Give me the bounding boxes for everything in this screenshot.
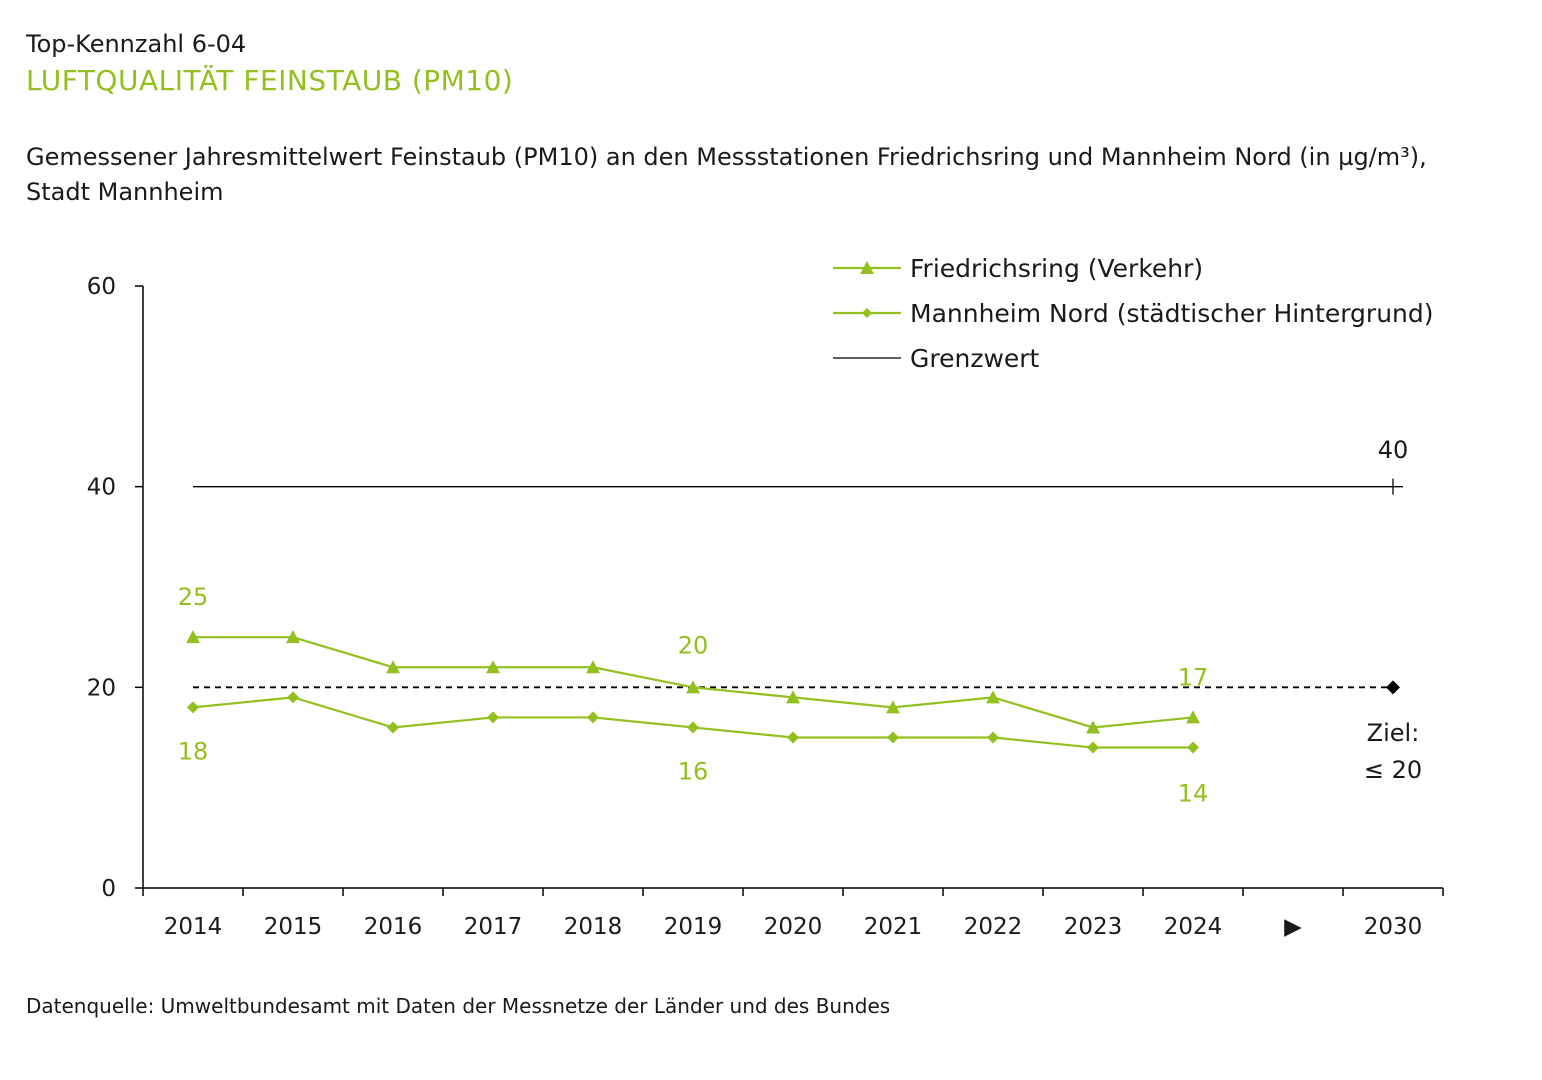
kennzahl-label: Top-Kennzahl 6-04 [26, 30, 247, 58]
data-labels: 25 20 17 18 16 14 [178, 583, 1209, 807]
x-tick-label: 2024 [1164, 914, 1223, 940]
y-tick-label: 20 [87, 675, 116, 701]
series-0-point [1186, 710, 1200, 724]
legend-label-0: Friedrichsring (Verkehr) [910, 254, 1203, 283]
series-0-data-label: 17 [1178, 663, 1209, 691]
series-0-point [486, 660, 500, 674]
series-1-point [287, 691, 299, 704]
series-1-point [987, 731, 999, 744]
series-1-data-label: 16 [678, 757, 709, 785]
legend-diamond-marker [862, 308, 872, 318]
x-tick-label: 2017 [464, 914, 523, 940]
chart-title: LUFTQUALITÄT FEINSTAUB (PM10) [26, 64, 514, 97]
series-0-data-label: 20 [678, 631, 709, 659]
series-1-point [187, 701, 199, 714]
legend-label-1: Mannheim Nord (städtischer Hintergrund) [910, 299, 1434, 328]
reference-lines: 40 Ziel: ≤ 20 [193, 436, 1422, 784]
x-tick-label: 2019 [664, 914, 723, 940]
series-1-point [887, 731, 899, 744]
x-tick-label: 2018 [564, 914, 623, 940]
subtitle-line-2: Stadt Mannheim [26, 178, 224, 206]
x-tick-label: 2015 [264, 914, 323, 940]
series-0-data-label: 25 [178, 583, 209, 611]
data-source: Datenquelle: Umweltbundesamt mit Daten d… [26, 994, 891, 1018]
target-label-line-1: Ziel: [1367, 719, 1420, 747]
limit-value-label: 40 [1378, 436, 1409, 464]
y-tick-label: 40 [87, 475, 116, 501]
chart-legend: Friedrichsring (Verkehr) Mannheim Nord (s… [833, 254, 1434, 373]
series-0-point [986, 690, 1000, 704]
legend-label-2: Grenzwert [910, 344, 1040, 373]
series-0-point [786, 690, 800, 704]
x-tick-label: 2020 [764, 914, 823, 940]
series-1-point [587, 711, 599, 724]
series-1-point [487, 711, 499, 724]
x-tick-label: 2023 [1064, 914, 1123, 940]
series-0-point [386, 660, 400, 674]
series-1-point [1087, 741, 1099, 754]
y-tick-label: 0 [101, 876, 116, 902]
series-0-point [886, 700, 900, 714]
x-tick-label: 2014 [164, 914, 223, 940]
series-1-data-label: 14 [1178, 780, 1209, 808]
target-marker [1386, 680, 1400, 695]
chart-series [186, 630, 1200, 754]
series-1-point [787, 731, 799, 744]
series-1-point [1187, 741, 1199, 754]
legend-triangle-marker [860, 261, 874, 274]
series-1-data-label: 18 [178, 737, 209, 765]
subtitle-line-1: Gemessener Jahresmittelwert Feinstaub (P… [26, 143, 1427, 171]
x-tick-label: 2016 [364, 914, 423, 940]
series-0-point [186, 630, 200, 644]
series-1-point [387, 721, 399, 734]
y-tick-label: 60 [87, 274, 116, 300]
series-0-point [1086, 720, 1100, 734]
x-tick-label: 2022 [964, 914, 1023, 940]
chart-subtitle: Gemessener Jahresmittelwert Feinstaub (P… [26, 140, 1516, 210]
x-tick-label: 2021 [864, 914, 923, 940]
target-label-line-2: ≤ 20 [1364, 756, 1422, 784]
series-0-point [586, 660, 600, 674]
series-1-point [687, 721, 699, 734]
x-tick-label: 2030 [1364, 914, 1423, 940]
series-0-point [286, 630, 300, 644]
x-tick-label: ▶ [1284, 914, 1302, 940]
series-0-point [686, 680, 700, 694]
